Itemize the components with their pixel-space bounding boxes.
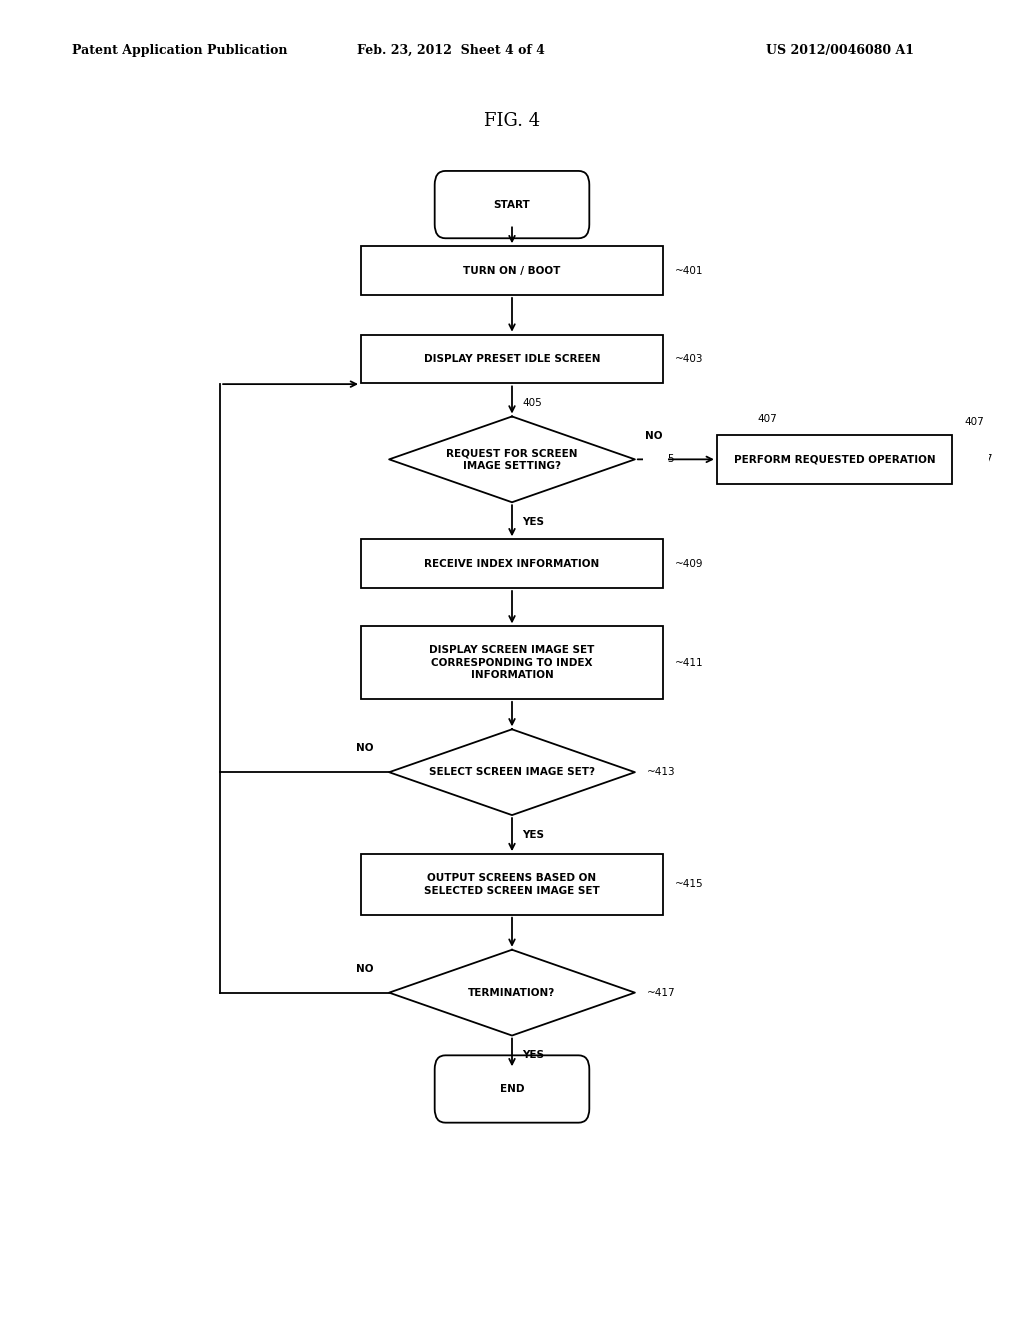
FancyBboxPatch shape bbox=[434, 1056, 590, 1122]
Text: ~411: ~411 bbox=[676, 657, 703, 668]
Bar bbox=[361, 627, 664, 700]
Bar bbox=[717, 434, 952, 483]
Text: NO: NO bbox=[356, 964, 374, 974]
Text: ~415: ~415 bbox=[676, 879, 703, 890]
Text: NO: NO bbox=[356, 743, 374, 754]
Text: YES: YES bbox=[522, 517, 544, 527]
Text: ~401: ~401 bbox=[676, 265, 703, 276]
Text: Patent Application Publication: Patent Application Publication bbox=[72, 44, 287, 57]
Bar bbox=[361, 246, 664, 296]
FancyBboxPatch shape bbox=[434, 170, 590, 238]
Text: ~407: ~407 bbox=[965, 454, 993, 465]
Text: RECEIVE INDEX INFORMATION: RECEIVE INDEX INFORMATION bbox=[424, 558, 600, 569]
Text: NO: NO bbox=[645, 430, 663, 441]
Text: ~413: ~413 bbox=[647, 767, 676, 777]
Text: ~405: ~405 bbox=[647, 454, 676, 465]
Text: 407: 407 bbox=[965, 454, 987, 465]
Text: END: END bbox=[500, 1084, 524, 1094]
Text: YES: YES bbox=[522, 1051, 544, 1060]
Text: 405: 405 bbox=[522, 399, 542, 408]
Text: YES: YES bbox=[522, 830, 544, 840]
Text: PERFORM REQUESTED OPERATION: PERFORM REQUESTED OPERATION bbox=[734, 454, 935, 465]
Polygon shape bbox=[389, 950, 635, 1035]
Polygon shape bbox=[389, 729, 635, 816]
Text: TURN ON / BOOT: TURN ON / BOOT bbox=[463, 265, 561, 276]
Bar bbox=[361, 539, 664, 589]
Polygon shape bbox=[389, 417, 635, 502]
Text: ~409: ~409 bbox=[676, 558, 703, 569]
Text: DISPLAY PRESET IDLE SCREEN: DISPLAY PRESET IDLE SCREEN bbox=[424, 354, 600, 364]
Text: DISPLAY SCREEN IMAGE SET
CORRESPONDING TO INDEX
INFORMATION: DISPLAY SCREEN IMAGE SET CORRESPONDING T… bbox=[429, 645, 595, 680]
Text: Feb. 23, 2012  Sheet 4 of 4: Feb. 23, 2012 Sheet 4 of 4 bbox=[356, 44, 545, 57]
Bar bbox=[361, 334, 664, 383]
Bar bbox=[361, 854, 664, 915]
Text: FIG. 4: FIG. 4 bbox=[484, 112, 540, 131]
Text: START: START bbox=[494, 199, 530, 210]
Text: ~417: ~417 bbox=[647, 987, 676, 998]
Text: OUTPUT SCREENS BASED ON
SELECTED SCREEN IMAGE SET: OUTPUT SCREENS BASED ON SELECTED SCREEN … bbox=[424, 874, 600, 895]
Text: US 2012/0046080 A1: US 2012/0046080 A1 bbox=[766, 44, 913, 57]
Text: SELECT SCREEN IMAGE SET?: SELECT SCREEN IMAGE SET? bbox=[429, 767, 595, 777]
Text: TERMINATION?: TERMINATION? bbox=[468, 987, 556, 998]
Text: 407: 407 bbox=[965, 417, 984, 426]
Text: ~403: ~403 bbox=[676, 354, 703, 364]
Text: REQUEST FOR SCREEN
IMAGE SETTING?: REQUEST FOR SCREEN IMAGE SETTING? bbox=[446, 449, 578, 470]
Text: 407: 407 bbox=[758, 414, 777, 424]
